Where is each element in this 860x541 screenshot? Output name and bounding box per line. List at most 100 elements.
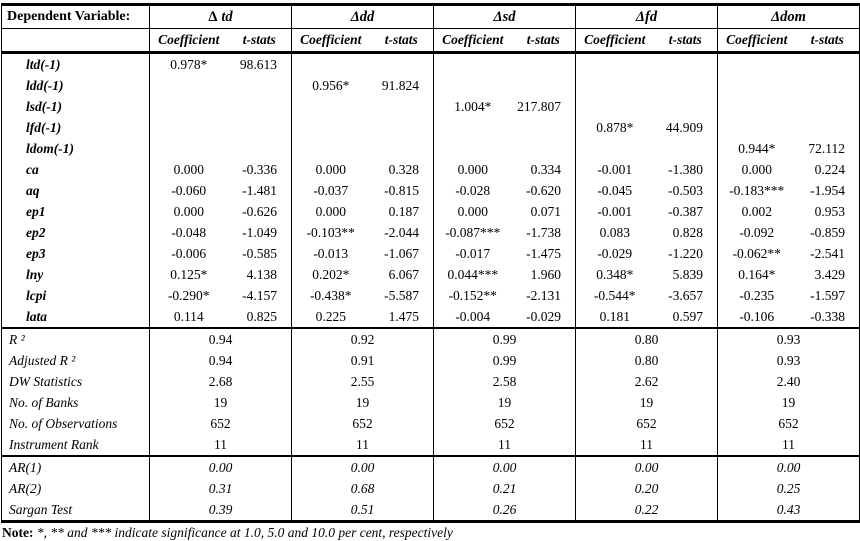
tstat-cell: 0.334	[511, 159, 576, 180]
table-row: R ² 0.94 0.92 0.99 0.80 0.93	[1, 327, 860, 350]
table-row: lcpi -0.290* -4.157 -0.438* -5.587 -0.152** -2…	[1, 285, 860, 306]
table-row: AR(2) 0.31 0.68 0.21 0.20 0.25	[1, 478, 860, 499]
tstat-cell	[227, 138, 292, 159]
delta-icon: Δ	[771, 8, 781, 25]
value-cell: 652	[291, 413, 434, 434]
coefficient-header: Coefficient	[717, 28, 796, 54]
row-label: ltd(-1)	[1, 52, 150, 75]
row-label: ldom(-1)	[1, 138, 150, 159]
tstat-cell: -1.481	[227, 180, 292, 201]
tstat-cell: -2.044	[369, 222, 434, 243]
tstat-cell: 0.825	[227, 306, 292, 328]
tstat-cell: 72.112	[795, 138, 860, 159]
coefficient-cell	[150, 96, 228, 117]
tstat-cell	[653, 96, 718, 117]
group-name-sd: sd	[502, 8, 516, 25]
tstat-cell: 3.429	[795, 264, 860, 285]
tstat-cell: 0.953	[795, 201, 860, 222]
value-cell: 0.39	[149, 499, 292, 522]
tstat-cell: -0.387	[653, 201, 718, 222]
table-row: ldd(-1) 0.956* 91.824	[1, 75, 860, 96]
table-row: Instrument Rank 11 11 11 11 11	[1, 434, 860, 456]
coefficient-cell: 1.004*	[454, 98, 492, 114]
tstat-cell: -0.336	[227, 159, 292, 180]
value-cell: 652	[575, 413, 718, 434]
dependent-variable-label: Dependent Variable:	[1, 4, 150, 29]
coefficient-cell: -0.060	[171, 182, 207, 198]
coefficient-cell: 0.125*	[170, 266, 208, 282]
value-cell: 0.00	[717, 455, 860, 478]
value-cell: 2.68	[149, 371, 292, 392]
coefficient-cell: -0.183***	[729, 182, 785, 198]
value-cell: 19	[433, 392, 576, 413]
subheader-row: Coefficient t-stats Coefficient t-stats …	[1, 28, 860, 54]
group-name-td: td	[221, 8, 233, 25]
coefficient-cell: 0.000	[741, 161, 772, 177]
delta-icon: Δ	[208, 8, 218, 25]
coefficient-cell	[292, 96, 370, 117]
row-label: ca	[1, 159, 150, 180]
coefficient-cell: -0.004	[455, 308, 491, 324]
coefficient-cell: -0.029	[597, 245, 633, 261]
tstat-cell	[511, 75, 576, 96]
value-cell: 0.80	[575, 350, 718, 371]
value-cell: 0.99	[433, 350, 576, 371]
table-row: Adjusted R ² 0.94 0.91 0.99 0.80 0.93	[1, 350, 860, 371]
coefficient-cell	[434, 138, 512, 159]
value-cell: 11	[149, 434, 292, 456]
tstats-header: t-stats	[795, 28, 860, 54]
tstat-cell	[511, 52, 576, 75]
table-row: DW Statistics 2.68 2.55 2.58 2.62 2.40	[1, 371, 860, 392]
coefficient-cell: -0.048	[171, 224, 207, 240]
value-cell: 0.26	[433, 499, 576, 522]
diagnostics-section: AR(1) 0.00 0.00 0.00 0.00 0.00 AR(2) 0.31 0.68 0.…	[1, 455, 860, 522]
note-label: Note:	[2, 525, 34, 540]
group-header-dd: Δdd	[291, 4, 434, 29]
value-cell: 2.58	[433, 371, 576, 392]
coefficient-cell	[718, 96, 796, 117]
tstat-cell	[511, 138, 576, 159]
row-label: lcpi	[1, 285, 150, 306]
table-row: AR(1) 0.00 0.00 0.00 0.00 0.00	[1, 455, 860, 478]
row-label: DW Statistics	[1, 371, 150, 392]
tstat-cell: 1.960	[511, 264, 576, 285]
value-cell: 11	[433, 434, 576, 456]
table-row: aq -0.060 -1.481 -0.037 -0.815 -0.028 -0.620 -0…	[1, 180, 860, 201]
value-cell: 11	[575, 434, 718, 456]
coefficient-cell: 0.878*	[596, 119, 634, 135]
group-name-dd: dd	[359, 8, 375, 25]
coefficient-cell: -0.092	[739, 224, 775, 240]
tstat-cell	[369, 138, 434, 159]
value-cell: 0.51	[291, 499, 434, 522]
coefficient-cell: 0.944*	[738, 140, 776, 156]
value-cell: 0.91	[291, 350, 434, 371]
coefficient-cell: 0.164*	[738, 266, 776, 282]
coefficient-cell	[292, 53, 370, 76]
coefficient-cell: 0.978*	[170, 56, 208, 72]
coefficient-cell: -0.544*	[593, 287, 636, 303]
value-cell: 652	[149, 413, 292, 434]
value-cell: 2.62	[575, 371, 718, 392]
row-label: No. of Banks	[1, 392, 150, 413]
value-cell: 0.00	[433, 455, 576, 478]
tstat-cell: 0.597	[653, 306, 718, 328]
coefficient-cell: -0.037	[313, 182, 349, 198]
coefficient-cell: -0.103**	[306, 224, 355, 240]
tstat-cell: 0.328	[369, 159, 434, 180]
value-cell: 0.68	[291, 478, 434, 499]
coefficient-cell	[576, 53, 654, 76]
value-cell: 0.80	[575, 327, 718, 350]
coefficient-cell: 0.000	[315, 161, 346, 177]
tstat-cell: -0.029	[511, 306, 576, 328]
table-row: No. of Banks 19 19 19 19 19	[1, 392, 860, 413]
tstat-cell	[511, 117, 576, 138]
coefficient-cell: -0.013	[313, 245, 349, 261]
value-cell: 0.22	[575, 499, 718, 522]
tstat-cell	[653, 75, 718, 96]
value-cell: 0.92	[291, 327, 434, 350]
tstat-cell: 0.224	[795, 159, 860, 180]
value-cell: 19	[291, 392, 434, 413]
coefficient-cell: -0.235	[739, 287, 775, 303]
